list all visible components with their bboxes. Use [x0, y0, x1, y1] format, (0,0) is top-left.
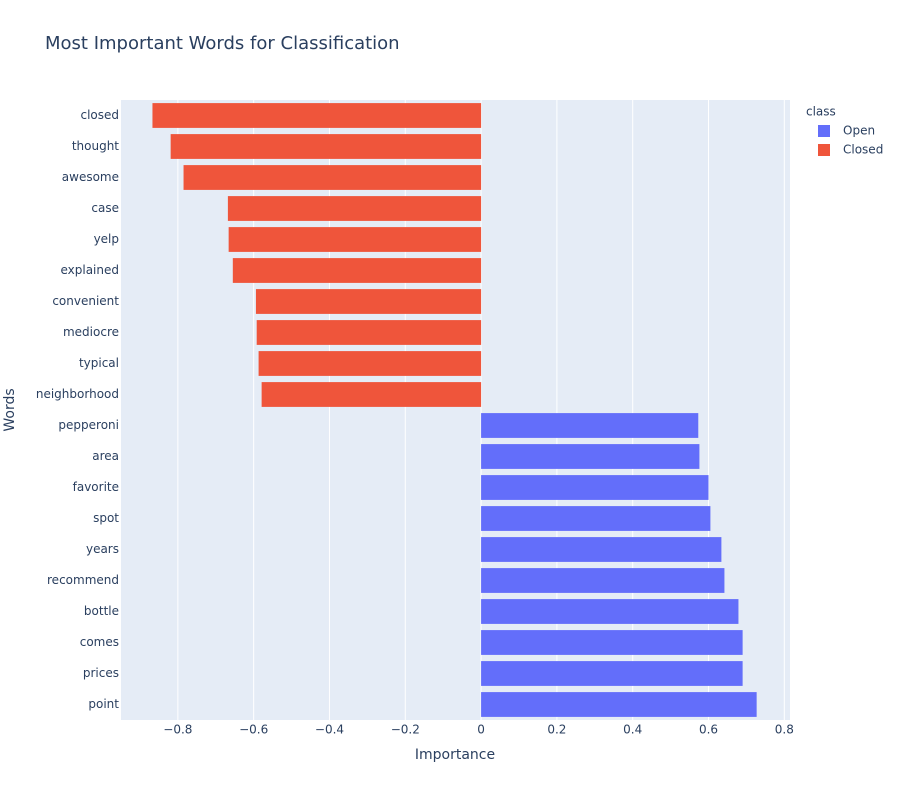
y-tick-label: years [86, 542, 119, 556]
y-axis-title: Words [2, 388, 18, 431]
bar [228, 227, 482, 252]
bar [227, 196, 482, 221]
x-tick-label: 0 [477, 723, 485, 737]
y-tick-label: recommend [47, 573, 119, 587]
bar [255, 289, 482, 314]
x-axis-title: Importance [415, 747, 495, 763]
legend-swatch [818, 125, 830, 137]
bar [481, 537, 722, 562]
y-tick-label: closed [80, 108, 119, 122]
y-tick-label: comes [80, 635, 119, 649]
bar [256, 320, 482, 345]
y-tick-label: thought [72, 139, 119, 153]
chart-title: Most Important Words for Classification [45, 33, 400, 54]
y-tick-label: case [91, 201, 119, 215]
bar [481, 444, 700, 469]
legend-label: Open [843, 124, 875, 138]
y-tick-label: point [88, 697, 119, 711]
legend-label: Closed [843, 143, 883, 157]
x-tick-label: −0.8 [163, 723, 192, 737]
bar [481, 599, 739, 624]
x-tick-label: −0.2 [391, 723, 420, 737]
bar [481, 413, 699, 438]
y-tick-label: neighborhood [36, 387, 119, 401]
plot-background [121, 100, 790, 720]
bar [481, 630, 743, 655]
y-tick-label: convenient [52, 294, 119, 308]
x-tick-label: 0.2 [547, 723, 566, 737]
bar [232, 258, 482, 283]
bar [481, 506, 711, 531]
y-tick-label: spot [93, 511, 119, 525]
y-tick-label: area [92, 449, 119, 463]
y-tick-label: bottle [84, 604, 119, 618]
legend-swatch [818, 144, 830, 156]
bar [481, 568, 725, 593]
bar [481, 692, 757, 717]
y-tick-label: favorite [73, 480, 119, 494]
y-tick-label: yelp [94, 232, 119, 246]
legend-title: class [806, 105, 836, 119]
bar [261, 382, 482, 407]
x-tick-label: −0.6 [239, 723, 268, 737]
bar [170, 134, 482, 159]
y-tick-label: typical [79, 356, 119, 370]
y-tick-label: prices [83, 666, 119, 680]
bar [152, 103, 482, 128]
x-tick-label: −0.4 [315, 723, 344, 737]
bar [481, 475, 709, 500]
x-tick-label: 0.8 [775, 723, 794, 737]
y-tick-label: awesome [62, 170, 119, 184]
y-tick-label: mediocre [63, 325, 119, 339]
y-tick-label: explained [60, 263, 119, 277]
x-tick-label: 0.4 [623, 723, 642, 737]
bar [481, 661, 743, 686]
bar [183, 165, 482, 190]
bar [258, 351, 482, 376]
x-tick-label: 0.6 [699, 723, 718, 737]
y-tick-label: pepperoni [58, 418, 119, 432]
